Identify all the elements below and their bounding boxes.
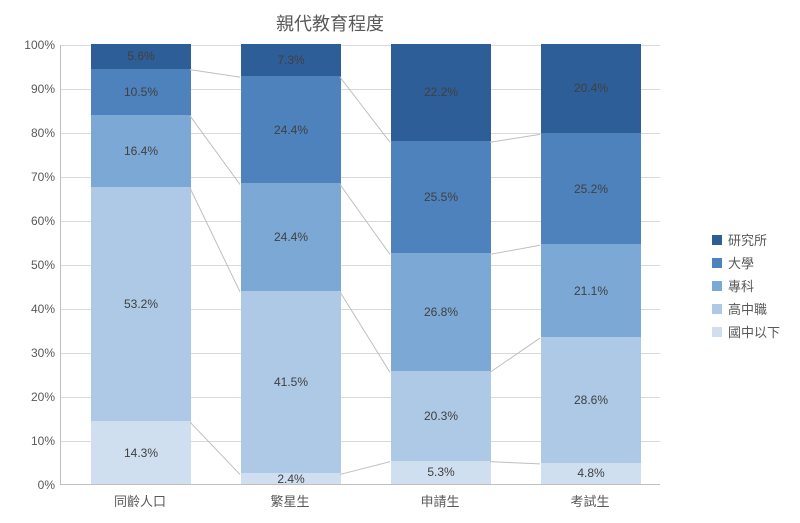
y-tick-label: 30% (10, 346, 55, 360)
legend-item: 研究所 (712, 230, 780, 249)
legend-swatch (712, 281, 722, 291)
bar-segment: 26.8% (391, 253, 491, 371)
legend-label: 大學 (728, 253, 754, 272)
bar-segment: 22.2% (391, 44, 491, 142)
bar: 2.4%41.5%24.4%24.4%7.3% (241, 44, 341, 484)
y-tick-label: 20% (10, 390, 55, 404)
legend-item: 專科 (712, 276, 780, 295)
legend-swatch (712, 304, 722, 314)
bar-segment: 20.3% (391, 371, 491, 460)
bar-segment: 16.4% (91, 115, 191, 187)
y-tick-label: 100% (10, 38, 55, 52)
bar-segment: 5.6% (91, 44, 191, 69)
bar-segment: 5.3% (391, 461, 491, 484)
bar-segment: 24.4% (241, 183, 341, 290)
y-tick-label: 90% (10, 82, 55, 96)
bar: 5.3%20.3%26.8%25.5%22.2% (391, 44, 491, 484)
legend-swatch (712, 327, 722, 337)
legend-label: 國中以下 (728, 322, 780, 341)
legend: 研究所大學專科高中職國中以下 (712, 230, 780, 345)
bar-segment: 20.4% (541, 44, 641, 134)
x-category-label: 申請生 (390, 491, 490, 510)
legend-label: 研究所 (728, 230, 767, 249)
x-category-label: 同齡人口 (90, 491, 190, 510)
y-tick-label: 80% (10, 126, 55, 140)
y-tick-label: 50% (10, 258, 55, 272)
bar-segment: 4.8% (541, 463, 641, 484)
legend-item: 大學 (712, 253, 780, 272)
bar-segment: 24.4% (241, 76, 341, 183)
chart-title: 親代教育程度 (0, 10, 660, 36)
x-category-label: 繁星生 (240, 491, 340, 510)
legend-label: 專科 (728, 276, 754, 295)
y-tick-label: 60% (10, 214, 55, 228)
bar: 14.3%53.2%16.4%10.5%5.6% (91, 44, 191, 484)
bar-segment: 21.1% (541, 244, 641, 337)
x-category-label: 考試生 (540, 491, 640, 510)
legend-swatch (712, 258, 722, 268)
bar-segment: 28.6% (541, 337, 641, 463)
bar-segment: 10.5% (91, 69, 191, 115)
legend-item: 國中以下 (712, 322, 780, 341)
y-tick-label: 0% (10, 478, 55, 492)
bar: 4.8%28.6%21.1%25.2%20.4% (541, 44, 641, 484)
bar-segment: 25.5% (391, 141, 491, 253)
legend-swatch (712, 235, 722, 245)
bar-segment: 41.5% (241, 291, 341, 474)
legend-item: 高中職 (712, 299, 780, 318)
bar-segment: 14.3% (91, 421, 191, 484)
plot-area: 14.3%53.2%16.4%10.5%5.6%2.4%41.5%24.4%24… (60, 45, 660, 485)
y-tick-label: 70% (10, 170, 55, 184)
y-tick-label: 40% (10, 302, 55, 316)
bar-segment: 7.3% (241, 44, 341, 76)
y-tick-label: 10% (10, 434, 55, 448)
bar-segment: 25.2% (541, 133, 641, 244)
bar-segment: 2.4% (241, 473, 341, 484)
bar-segment: 53.2% (91, 187, 191, 421)
legend-label: 高中職 (728, 299, 767, 318)
